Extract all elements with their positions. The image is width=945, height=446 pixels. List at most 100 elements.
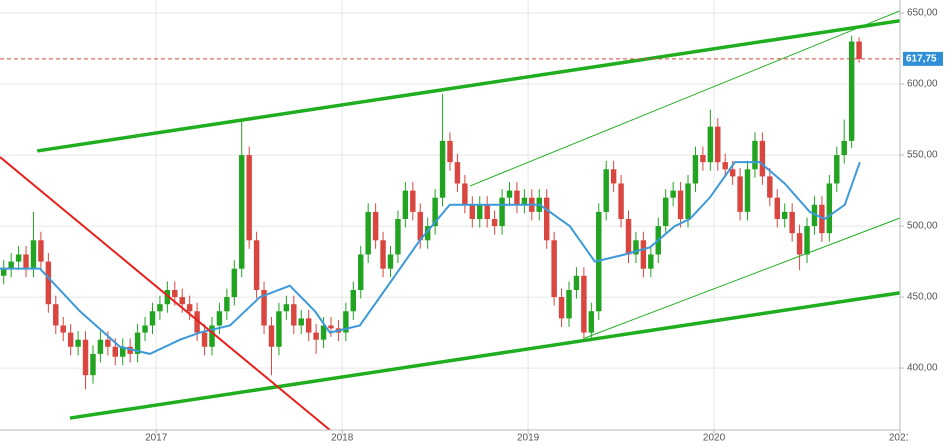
candle-body bbox=[514, 190, 520, 205]
candle-body bbox=[752, 140, 758, 170]
candle-body bbox=[774, 197, 780, 219]
candle-body bbox=[462, 183, 468, 205]
candle-body bbox=[60, 325, 66, 333]
candle-body bbox=[700, 155, 706, 163]
x-tick-label: 2021 bbox=[889, 433, 912, 444]
plot-area bbox=[0, 10, 900, 430]
candle-body bbox=[432, 197, 438, 227]
trend-line bbox=[36, 19, 900, 153]
trend-line bbox=[69, 291, 900, 420]
candle-body bbox=[767, 176, 773, 198]
candle-body bbox=[685, 183, 691, 219]
candle-body bbox=[640, 240, 647, 269]
candle-body bbox=[588, 311, 595, 333]
candle-body bbox=[811, 204, 818, 227]
candle-body bbox=[328, 325, 334, 329]
candle-body bbox=[715, 126, 721, 163]
candle-body bbox=[581, 275, 587, 333]
y-tick-label: 600,00 bbox=[907, 79, 938, 90]
candle-body bbox=[633, 240, 639, 255]
moving-average bbox=[0, 161, 861, 355]
candle-body bbox=[276, 311, 282, 347]
candle-body bbox=[320, 325, 327, 340]
candle-body bbox=[856, 41, 862, 59]
candle-body bbox=[424, 226, 431, 241]
candle-body bbox=[648, 254, 654, 269]
candle-body bbox=[841, 140, 847, 156]
candle-body bbox=[216, 311, 223, 326]
candle-body bbox=[848, 41, 855, 141]
y-tick-label: 400,00 bbox=[907, 363, 938, 374]
candle-body bbox=[239, 155, 245, 269]
candle-body bbox=[618, 183, 624, 219]
x-tick-label: 2017 bbox=[145, 433, 168, 444]
candle-body bbox=[97, 339, 104, 354]
candle-body bbox=[134, 332, 141, 354]
candle-body bbox=[253, 240, 260, 290]
candle-body bbox=[90, 353, 96, 376]
candle-body bbox=[157, 304, 163, 312]
candle-body bbox=[164, 289, 171, 305]
candle-body bbox=[439, 140, 446, 198]
candle-body bbox=[395, 218, 401, 255]
candle-body bbox=[521, 197, 528, 205]
axes: 400,00 450,00 500,00 550,00 600,00 650,00 617,… bbox=[900, 8, 943, 374]
x-tick-label: 2019 bbox=[517, 433, 540, 444]
candle-body bbox=[365, 211, 371, 255]
candle-body bbox=[142, 325, 148, 333]
candle-body bbox=[246, 155, 252, 241]
trend-line bbox=[469, 10, 900, 187]
candle-body bbox=[127, 346, 133, 354]
candle-body bbox=[67, 332, 74, 347]
candle-body bbox=[15, 254, 22, 262]
trend-line bbox=[584, 217, 900, 339]
candle-body bbox=[298, 318, 304, 326]
candle-body bbox=[387, 254, 394, 269]
candle-body bbox=[789, 211, 795, 234]
candle-body bbox=[506, 190, 513, 198]
candle-body bbox=[477, 204, 483, 219]
trend-line bbox=[0, 156, 331, 430]
candle-body bbox=[417, 211, 423, 241]
candle-body bbox=[707, 126, 714, 163]
y-tick-label: 500,00 bbox=[907, 221, 938, 232]
candle-body bbox=[268, 325, 275, 347]
candle-body bbox=[402, 190, 409, 219]
candle-body bbox=[566, 289, 572, 319]
candle-body bbox=[82, 339, 89, 376]
candle-body bbox=[305, 318, 312, 333]
candle-body bbox=[454, 162, 461, 184]
candle-body bbox=[149, 311, 156, 326]
candle-body bbox=[112, 346, 119, 357]
candle-body bbox=[692, 155, 699, 184]
candle-body bbox=[744, 169, 751, 212]
candle-body bbox=[53, 304, 59, 326]
candle-body bbox=[737, 176, 743, 212]
candle-body bbox=[224, 297, 230, 312]
candle-body bbox=[484, 204, 490, 219]
candle-body bbox=[677, 190, 684, 219]
candle-body bbox=[670, 190, 676, 198]
candle-body bbox=[573, 275, 580, 290]
candle-body bbox=[283, 304, 290, 312]
candle-body bbox=[491, 218, 498, 227]
candle-body bbox=[610, 169, 617, 184]
candle-body bbox=[201, 332, 208, 347]
candle-body bbox=[38, 240, 44, 262]
candle-body bbox=[834, 155, 840, 184]
candle-body bbox=[759, 140, 766, 177]
candle-body bbox=[603, 169, 609, 212]
x-tick-label: 2018 bbox=[331, 433, 354, 444]
candle-body bbox=[75, 339, 81, 347]
candle-body bbox=[343, 311, 349, 333]
candle-body bbox=[372, 211, 379, 241]
candle-body bbox=[625, 218, 632, 255]
candle-body bbox=[380, 240, 386, 269]
candle-body bbox=[186, 304, 193, 312]
candle-body bbox=[543, 197, 550, 241]
candle-body bbox=[172, 289, 178, 298]
last-price-label: 617,75 bbox=[906, 54, 937, 65]
candle-body bbox=[231, 268, 238, 298]
y-tick-label: 450,00 bbox=[907, 292, 938, 303]
